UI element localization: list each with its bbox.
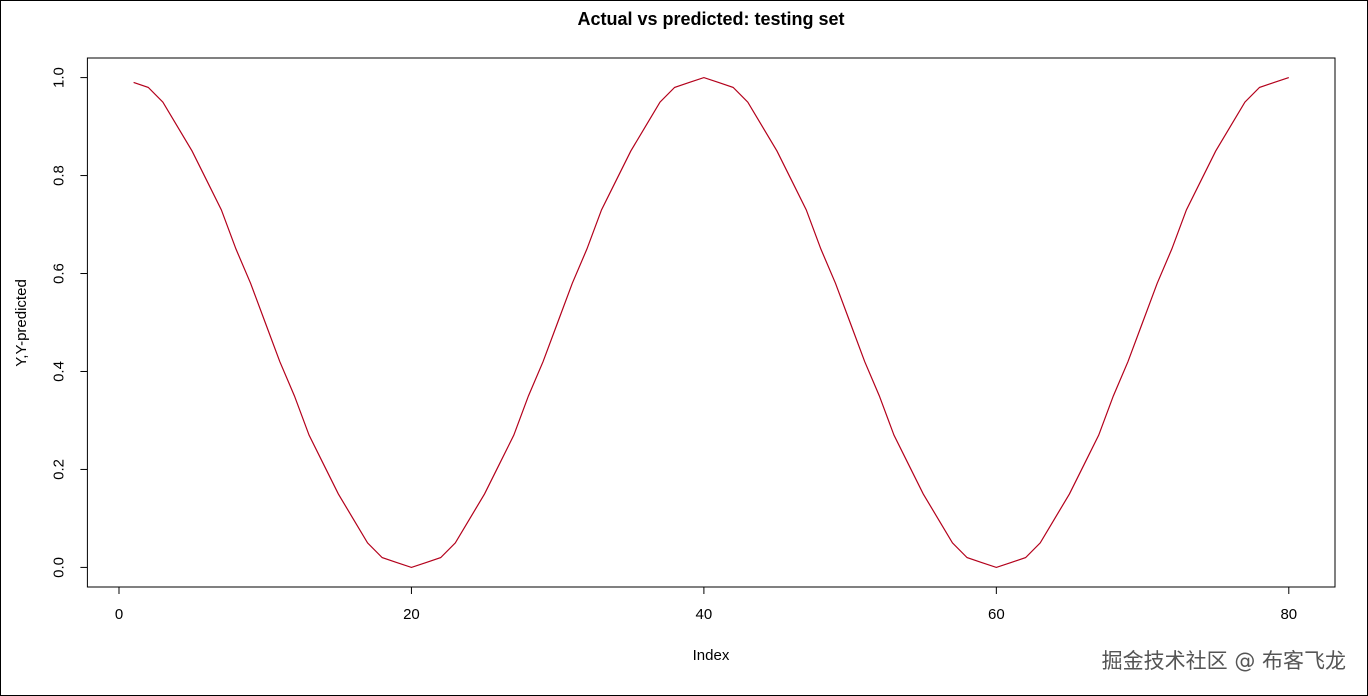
y-tick-label: 0.8 — [50, 165, 67, 186]
y-tick-label: 0.4 — [50, 361, 67, 382]
chart-title: Actual vs predicted: testing set — [577, 9, 844, 29]
x-tick-label: 80 — [1280, 606, 1297, 623]
y-axis-label: Y,Y-predicted — [13, 279, 30, 367]
x-axis-label: Index — [693, 647, 730, 664]
x-tick-label: 20 — [403, 606, 420, 623]
y-tick-label: 0.2 — [50, 459, 67, 480]
x-tick-label: 40 — [696, 606, 713, 623]
y-tick-label: 0.6 — [50, 263, 67, 284]
data-line — [133, 76, 1289, 569]
x-tick-label: 0 — [115, 606, 123, 623]
y-tick-label: 0.0 — [50, 557, 67, 578]
x-tick-label: 60 — [988, 606, 1005, 623]
y-tick-label: 1.0 — [50, 67, 67, 88]
watermark: 掘金技术社区 @ 布客飞龙 — [1102, 649, 1346, 673]
plot-box — [86, 57, 1336, 588]
